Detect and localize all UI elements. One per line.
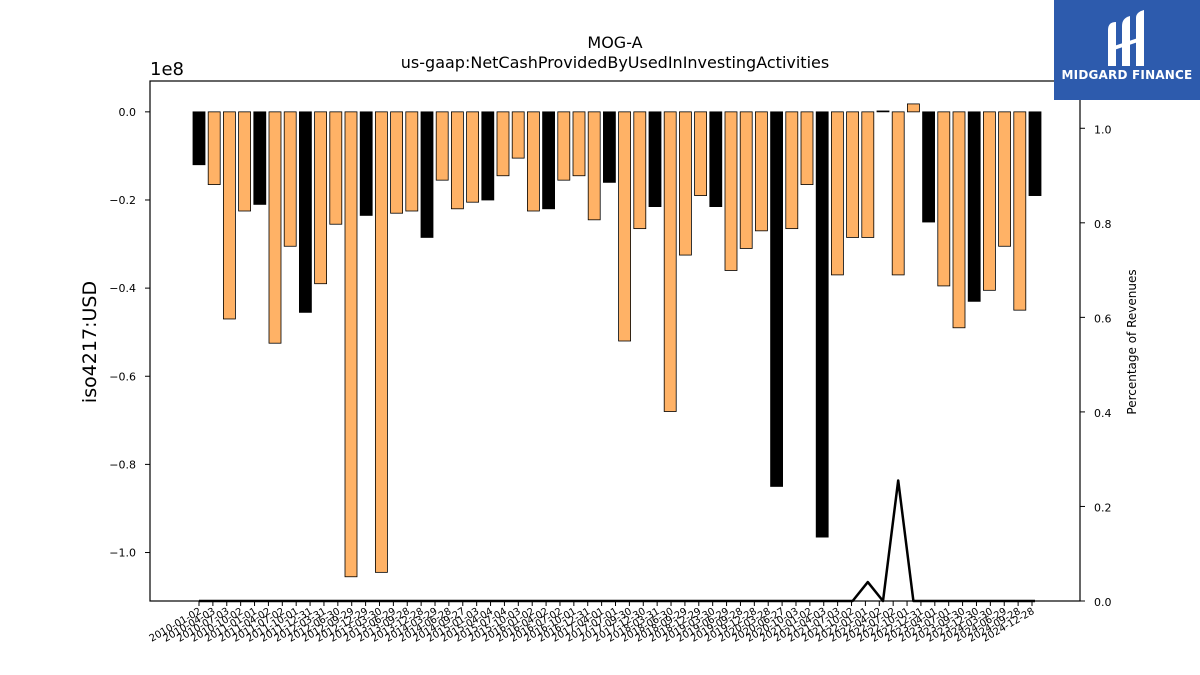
bar [800, 111, 814, 185]
bar [253, 111, 267, 205]
y2-tick-label: 0.8 [1094, 218, 1112, 231]
bar [891, 111, 905, 276]
y2-tick-label: 0.6 [1094, 312, 1112, 325]
chart-title: MOG-A [587, 33, 642, 52]
bar [937, 111, 951, 287]
bar [359, 111, 373, 216]
bar [876, 110, 890, 113]
bar [344, 111, 358, 578]
y-tick-label: −1.0 [109, 547, 136, 560]
y-tick-label: −0.8 [109, 458, 136, 471]
bar [618, 111, 631, 342]
bar [831, 111, 844, 276]
y-axis-label: iso4217:USD [79, 281, 101, 403]
bar [694, 111, 707, 196]
bar [663, 111, 677, 412]
bar [557, 111, 571, 181]
bar [314, 111, 328, 285]
bar [222, 111, 236, 320]
bar [481, 111, 495, 201]
bar [739, 111, 753, 249]
bar [633, 111, 647, 230]
y-axis: 0.0 −0.2 −0.4 −0.6 −0.8 −1.0 [109, 106, 150, 560]
bar [998, 111, 1011, 247]
y-tick-label: 0.0 [119, 106, 137, 119]
bar [922, 111, 935, 223]
midgard-logo-icon [1108, 10, 1144, 66]
bar [542, 111, 555, 210]
bar [527, 111, 540, 212]
bar [983, 111, 996, 291]
y2-tick-label: 0.4 [1094, 407, 1112, 420]
bar [435, 111, 449, 181]
y2-axis-label: Percentage of Revenues [1125, 269, 1139, 414]
brand-logo: MIDGARD FINANCE [1054, 0, 1200, 100]
revenue-pct-line-group [199, 479, 1035, 603]
bar [679, 111, 692, 256]
bar [511, 111, 525, 159]
bars-group [192, 103, 1042, 578]
bar [298, 111, 312, 313]
y-tick-label: −0.6 [109, 370, 136, 383]
chart-subtitle: us-gaap:NetCashProvidedByUsedInInvesting… [401, 53, 829, 72]
bar [405, 111, 419, 212]
bar [450, 111, 464, 210]
bar [420, 111, 434, 238]
bar [466, 111, 480, 203]
bar [374, 111, 388, 573]
bar [709, 111, 723, 207]
y-tick-label: −0.2 [109, 194, 136, 207]
bar [785, 111, 799, 230]
y2-tick-label: 0.0 [1094, 596, 1112, 609]
bar [952, 111, 966, 329]
bar [238, 111, 252, 212]
y-scale-label: 1e8 [150, 59, 184, 80]
bar [603, 111, 616, 183]
y-tick-label: −0.4 [109, 282, 136, 295]
bar [268, 111, 282, 344]
y2-tick-label: 0.2 [1094, 501, 1112, 514]
bar [861, 111, 875, 238]
y2-axis: 0.0 0.2 0.4 0.6 0.8 1.0 [1080, 123, 1112, 609]
bar [1013, 111, 1027, 311]
bar [390, 111, 404, 214]
bar [283, 111, 297, 247]
revenue-pct-line [199, 479, 1035, 603]
bar [329, 111, 343, 225]
bar [1028, 111, 1042, 196]
bar [967, 111, 981, 302]
y2-tick-label: 1.0 [1094, 123, 1112, 136]
bar [192, 111, 206, 166]
brand-name: MIDGARD FINANCE [1061, 68, 1193, 82]
x-axis: 2010-01-022010-04-032010-07-032010-10-02… [148, 601, 1037, 645]
bar [770, 111, 783, 487]
bar [587, 111, 601, 221]
bar [846, 111, 859, 238]
bar [907, 103, 920, 113]
bar [648, 111, 662, 207]
bar [755, 111, 768, 232]
bar [496, 111, 510, 177]
bar [815, 111, 829, 538]
bar [724, 111, 738, 271]
bar [572, 111, 586, 177]
bar [207, 111, 221, 185]
